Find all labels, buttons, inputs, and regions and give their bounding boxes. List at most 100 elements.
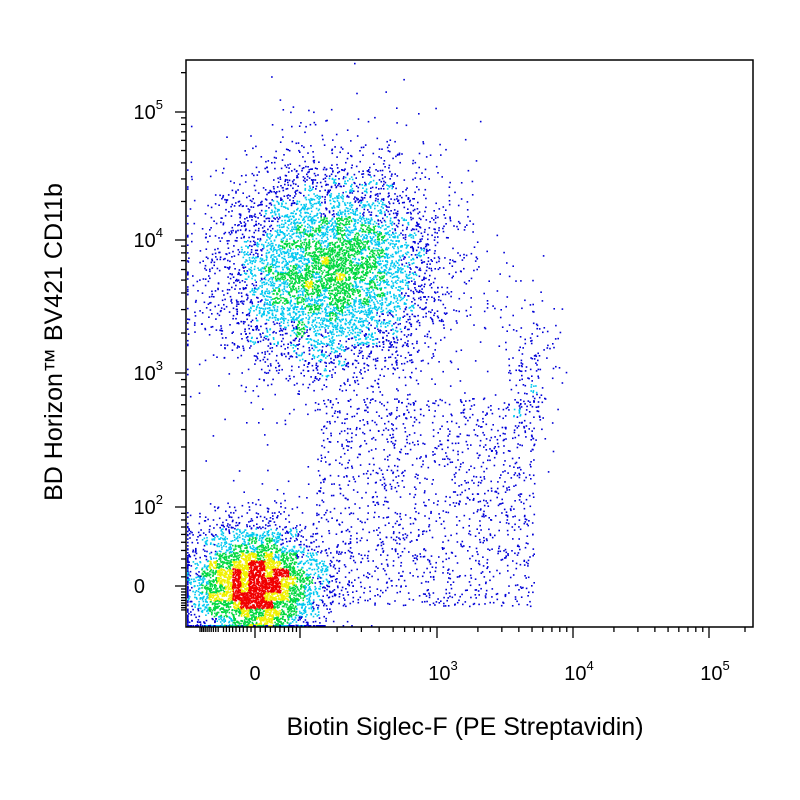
data-point: [196, 598, 198, 600]
data-point: [199, 534, 202, 536]
data-point: [304, 611, 307, 614]
data-point: [284, 613, 286, 616]
data-point: [305, 615, 307, 618]
data-point: [202, 600, 205, 603]
data-point: [304, 588, 306, 590]
data-point: [247, 610, 250, 613]
data-point: [207, 586, 209, 589]
data-point: [325, 620, 327, 622]
data-point: [254, 559, 256, 561]
data-point: [211, 602, 214, 605]
data-point: [219, 601, 222, 603]
data-point: [252, 548, 254, 551]
data-point: [258, 604, 261, 607]
data-point: [221, 537, 224, 540]
data-point: [263, 592, 266, 595]
data-point: [257, 551, 259, 554]
data-point: [209, 556, 212, 558]
data-point: [281, 574, 283, 576]
data-point: [322, 600, 324, 603]
data-point: [261, 581, 263, 583]
data-point: [275, 588, 278, 590]
data-point: [197, 619, 200, 621]
data-point: [242, 531, 244, 534]
data-point: [246, 589, 248, 592]
data-point: [218, 563, 220, 565]
data-point: [287, 480, 290, 483]
data-point: [226, 585, 229, 588]
data-point: [237, 582, 240, 584]
data-point: [318, 587, 320, 590]
data-point: [289, 595, 291, 597]
data-point: [214, 609, 216, 612]
data-point: [187, 557, 189, 560]
data-point: [208, 587, 211, 590]
data-point: [213, 557, 215, 560]
data-point: [281, 534, 283, 537]
data-point: [238, 562, 240, 565]
data-point: [265, 518, 268, 520]
data-point: [301, 578, 304, 581]
data-point: [236, 609, 238, 612]
data-point: [218, 572, 220, 574]
data-point: [260, 614, 262, 617]
data-point: [216, 544, 218, 547]
data-point: [313, 549, 316, 551]
data-point: [215, 598, 218, 600]
data-point: [266, 623, 268, 625]
data-point: [291, 625, 293, 627]
data-point: [289, 537, 292, 540]
data-point: [248, 563, 250, 566]
data-point: [209, 584, 212, 586]
data-point: [273, 560, 275, 562]
data-point: [250, 561, 252, 564]
data-point: [289, 554, 291, 556]
data-point: [276, 561, 278, 563]
data-point: [222, 553, 224, 555]
data-point: [268, 573, 270, 576]
data-point: [242, 558, 245, 560]
data-point: [262, 614, 264, 617]
data-point: [295, 597, 297, 600]
data-point: [280, 589, 282, 592]
data-point: [233, 617, 236, 620]
data-point: [221, 574, 223, 576]
data-point: [269, 571, 272, 574]
data-point: [286, 614, 289, 617]
data-point: [247, 543, 249, 546]
data-point: [312, 554, 315, 556]
data-point: [223, 552, 226, 555]
data-point: [202, 579, 204, 581]
data-point: [215, 587, 217, 589]
data-point: [265, 552, 268, 554]
data-point: [274, 542, 276, 545]
data-point: [198, 576, 201, 579]
data-point: [251, 563, 253, 566]
data-point: [237, 554, 240, 557]
data-point: [294, 570, 296, 572]
data-point: [234, 568, 237, 571]
data-point: [281, 596, 284, 599]
data-point: [237, 580, 240, 583]
data-point: [319, 585, 322, 588]
data-point: [286, 592, 289, 594]
data-point: [215, 614, 218, 617]
data-point: [240, 578, 243, 580]
data-point: [296, 602, 298, 605]
data-point: [229, 571, 231, 574]
data-point: [235, 521, 238, 524]
data-point: [187, 583, 189, 586]
data-point: [195, 567, 197, 570]
data-point: [281, 570, 283, 572]
data-point: [293, 598, 296, 600]
data-point: [268, 586, 271, 588]
data-point: [200, 625, 202, 627]
data-point: [229, 576, 231, 578]
data-point: [283, 598, 286, 601]
data-point: [322, 564, 325, 567]
data-point: [269, 591, 272, 593]
data-point: [213, 567, 216, 569]
data-point: [291, 559, 294, 562]
data-point: [279, 563, 281, 566]
data-point: [260, 625, 262, 627]
